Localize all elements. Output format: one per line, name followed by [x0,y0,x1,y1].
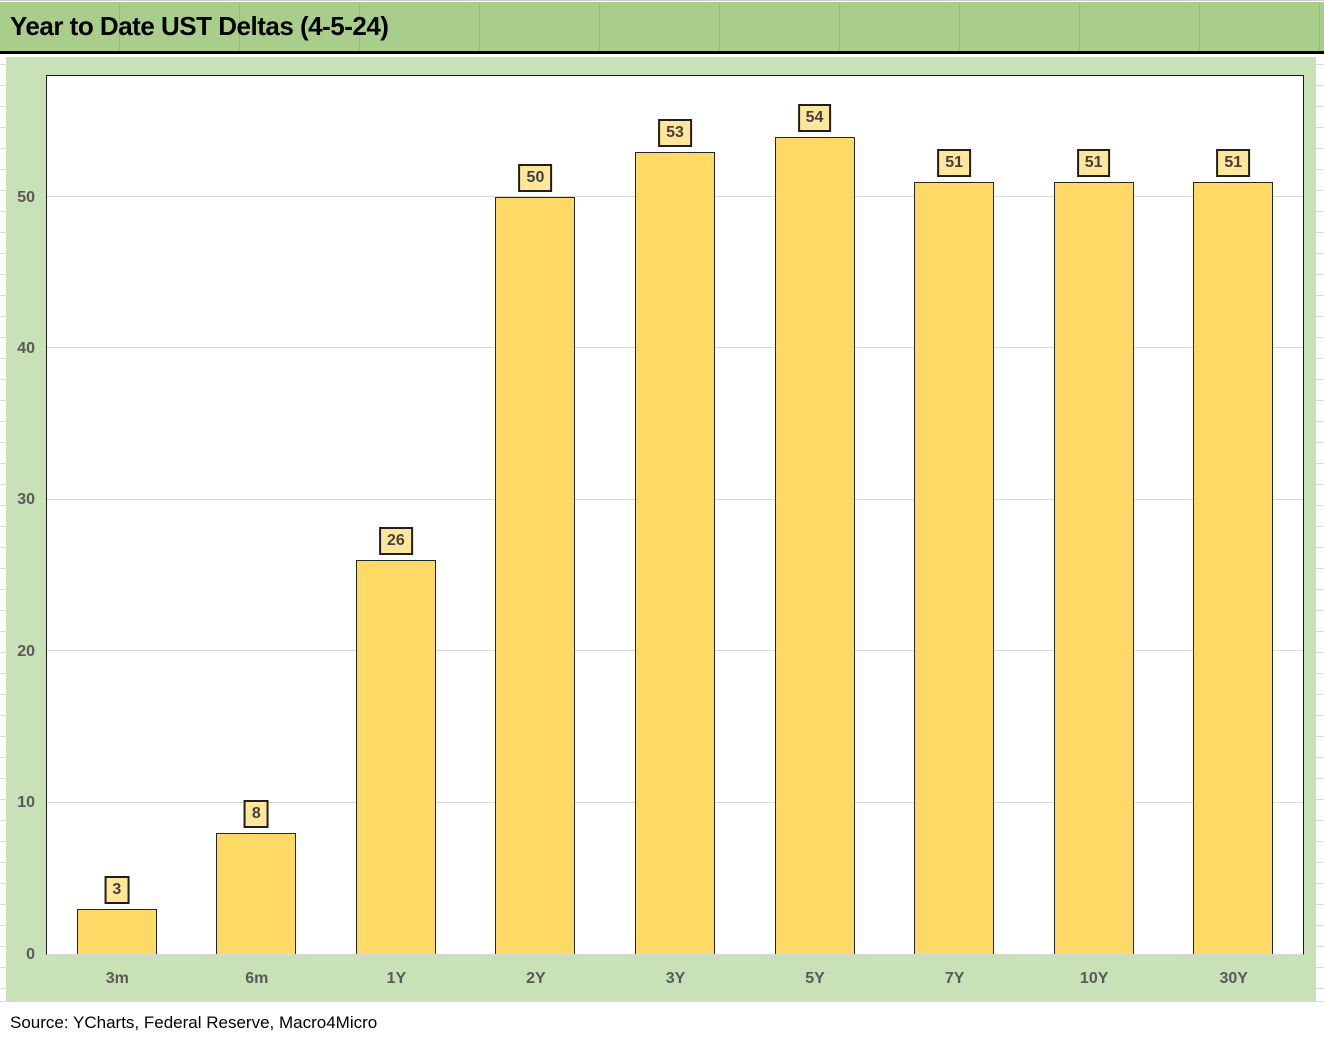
x-tick-label-3Y: 3Y [665,969,686,987]
data-label-2Y: 50 [518,164,553,193]
sheet-rows-right-edge [1316,2,1324,1001]
bar-30Y[interactable] [1193,181,1274,954]
sheet-top-gridline [0,0,1324,1]
sheet-rows-left-edge [0,2,6,1001]
x-tick-label-7Y: 7Y [944,969,965,987]
y-tick-label-30: 30 [17,491,35,509]
bar-3Y[interactable] [635,151,715,954]
bar-5Y[interactable] [774,136,855,954]
x-tick-label-10Y: 10Y [1079,969,1109,987]
x-tick-label-5Y: 5Y [805,969,825,987]
y-tick-label-40: 40 [17,339,35,357]
chart-canvas[interactable]: 3 8 26 50 53 54 51 51 51 0 10 20 30 40 50 3m 6m 1Y 2Y 3Y 5… [6,57,1316,1001]
y-tick-label-50: 50 [17,188,35,206]
data-label-3m: 3 [104,875,130,904]
x-tick-label-30Y: 30Y [1219,969,1248,987]
data-label-10Y: 51 [1076,148,1111,177]
data-label-6m: 8 [243,799,269,828]
data-label-5Y: 54 [797,103,832,132]
x-tick-label-2Y: 2Y [526,969,546,987]
chart-title: Year to Date UST Deltas (4-5-24) [10,11,389,41]
plot-area[interactable]: 3 8 26 50 53 54 51 51 51 [46,75,1304,955]
data-label-30Y: 51 [1216,148,1251,177]
x-tick-label-6m: 6m [245,969,269,987]
data-label-1Y: 26 [378,527,413,556]
bar-10Y[interactable] [1053,181,1134,954]
x-tick-label-3m: 3m [105,969,129,987]
x-tick-label-1Y: 1Y [386,969,407,987]
chart-title-bar: Year to Date UST Deltas (4-5-24) [0,2,1324,54]
y-tick-label-20: 20 [17,642,35,660]
bar-3m[interactable] [76,908,157,954]
bar-6m[interactable] [216,832,297,954]
bar-1Y[interactable] [355,560,436,954]
source-text: Source: YCharts, Federal Reserve, Macro4… [10,1013,378,1032]
bar-2Y[interactable] [495,197,576,954]
data-label-3Y: 53 [658,118,692,147]
y-tick-label-10: 10 [17,794,35,812]
source-row: Source: YCharts, Federal Reserve, Macro4… [0,1001,1324,1044]
bar-7Y[interactable] [914,181,995,954]
y-tick-label-0: 0 [26,945,35,963]
data-label-7Y: 51 [937,148,972,177]
